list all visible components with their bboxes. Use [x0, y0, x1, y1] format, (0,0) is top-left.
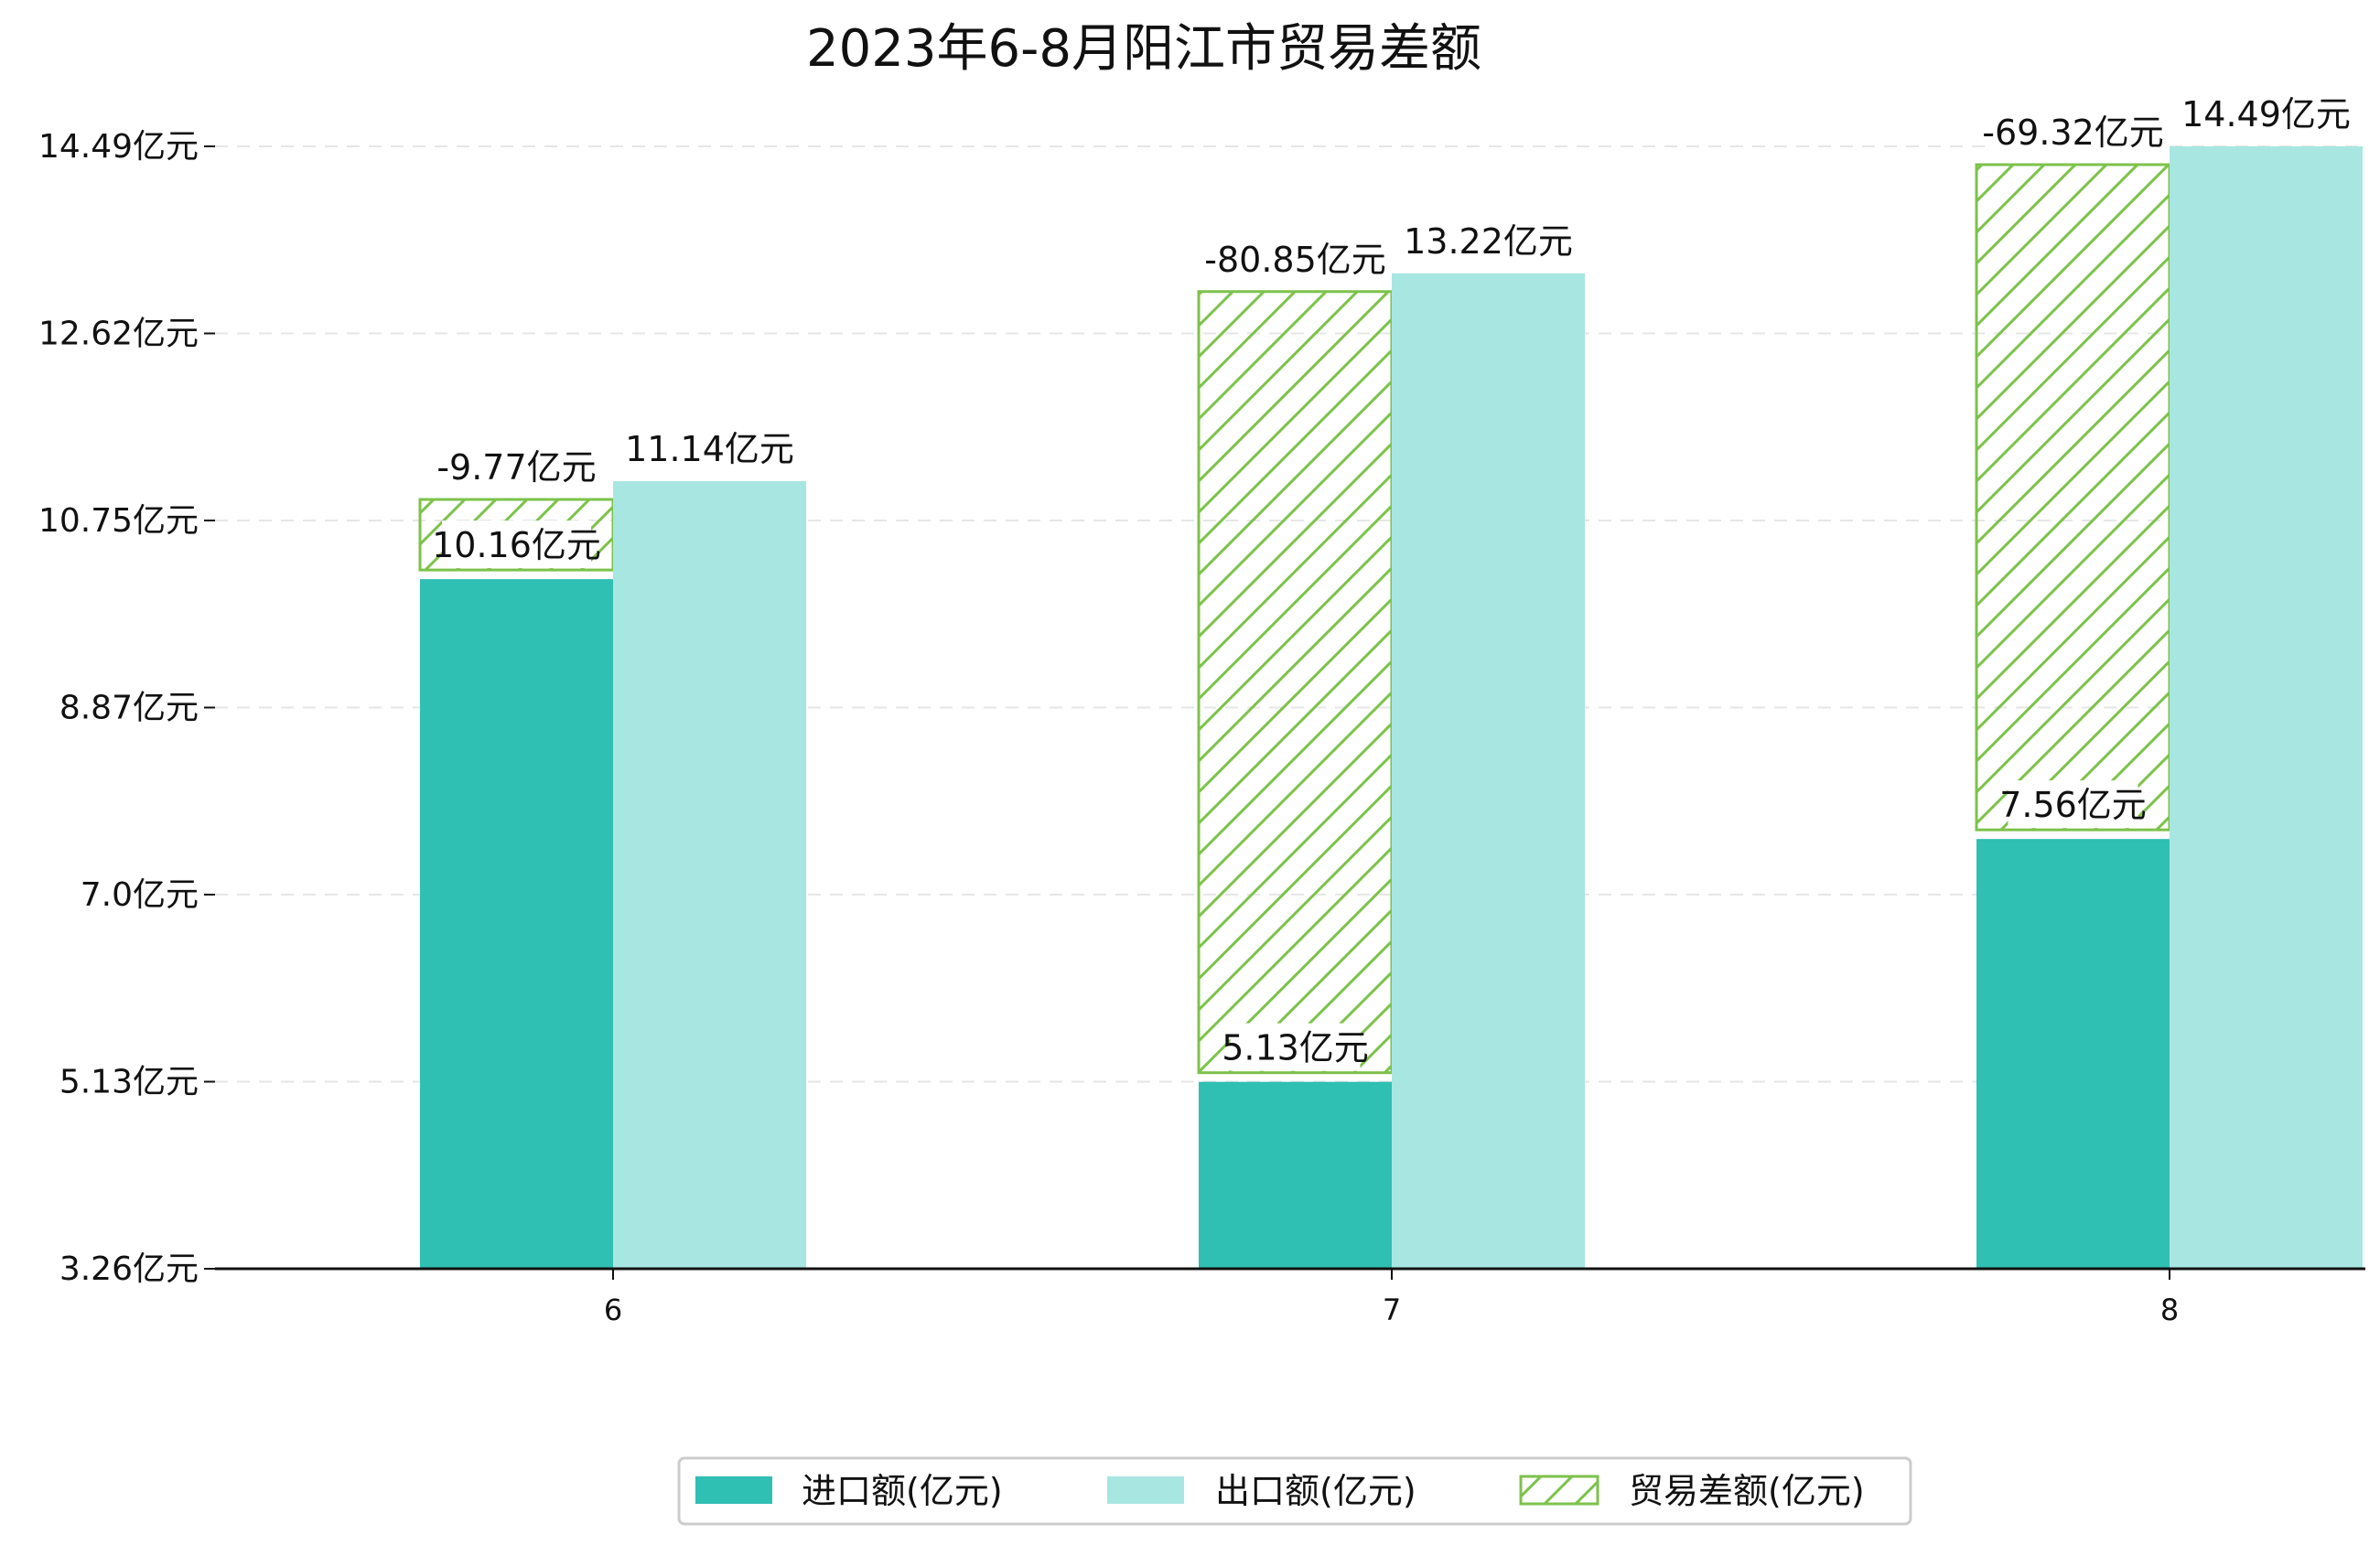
legend-swatch-import [695, 1476, 772, 1504]
y-tick-label: 10.75亿元 [38, 502, 199, 540]
export-value-label-bg [635, 424, 784, 473]
export-bar [1392, 273, 1585, 1269]
legend-label-import: 进口额(亿元) [802, 1471, 1003, 1511]
y-tick-label: 3.26亿元 [59, 1250, 199, 1288]
import-value-label-bg [442, 520, 591, 569]
legend-label-export: 出口额(亿元) [1215, 1471, 1416, 1511]
bars: 10.16亿元 11.14亿元 -9.77亿元 5.13亿元 13.22亿元 -80.85… [418, 90, 2363, 1269]
chart-title: 2023年6-8月阳江市贸易差额 [806, 19, 1481, 79]
import-bar [1976, 839, 2170, 1269]
import-bar [1199, 1081, 1392, 1269]
y-tick-label: 12.62亿元 [38, 316, 199, 353]
legend-swatch-balance [1519, 1475, 1599, 1506]
export-value-label: 14.49亿元 [2181, 94, 2351, 134]
balance-value-label: -80.85亿元 [1204, 240, 1386, 280]
balance-value-label-bg [1211, 234, 1380, 283]
x-axis: 6 7 8 [215, 1267, 2365, 1327]
import-value-label: 5.13亿元 [1222, 1028, 1369, 1068]
import-value-label: 7.56亿元 [1999, 785, 2147, 825]
export-value-label: 13.22亿元 [1404, 221, 1573, 262]
y-axis: 3.26亿元 5.13亿元 7.0亿元 8.87亿元 10.75亿元 12.62亿元 14.… [38, 128, 215, 1288]
balance-bar [1197, 290, 1394, 1075]
export-bar [2170, 146, 2363, 1269]
import-bar [420, 579, 613, 1269]
y-tick-label: 7.0亿元 [81, 876, 199, 914]
legend: 进口额(亿元) 出口额(亿元) 贸易差额(亿元) [677, 1456, 1912, 1526]
import-value-label-bg [2008, 780, 2138, 829]
export-bar [613, 481, 806, 1269]
legend-swatch-export [1107, 1476, 1184, 1504]
y-tick-label: 14.49亿元 [38, 128, 199, 166]
x-tick-label: 8 [2160, 1293, 2179, 1327]
legend-label-balance: 贸易差额(亿元) [1629, 1471, 1865, 1511]
export-value-label-bg [2192, 90, 2341, 137]
x-tick-label: 7 [1383, 1293, 1401, 1327]
y-tick-label: 8.87亿元 [59, 690, 199, 727]
balance-value-label: -69.32亿元 [1982, 113, 2164, 153]
import-value-label: 10.16亿元 [432, 525, 601, 565]
x-tick-label: 6 [604, 1293, 622, 1327]
export-value-label: 11.14亿元 [625, 429, 794, 469]
balance-value-label-bg [1988, 108, 2158, 156]
balance-value-label: -9.77亿元 [436, 447, 596, 488]
balance-value-label-bg [442, 443, 591, 491]
import-value-label-bg [1230, 1023, 1361, 1071]
balance-bar [1975, 163, 2171, 832]
y-tick-label: 5.13亿元 [59, 1064, 199, 1101]
export-value-label-bg [1414, 216, 1563, 264]
legend-box [677, 1456, 1912, 1526]
